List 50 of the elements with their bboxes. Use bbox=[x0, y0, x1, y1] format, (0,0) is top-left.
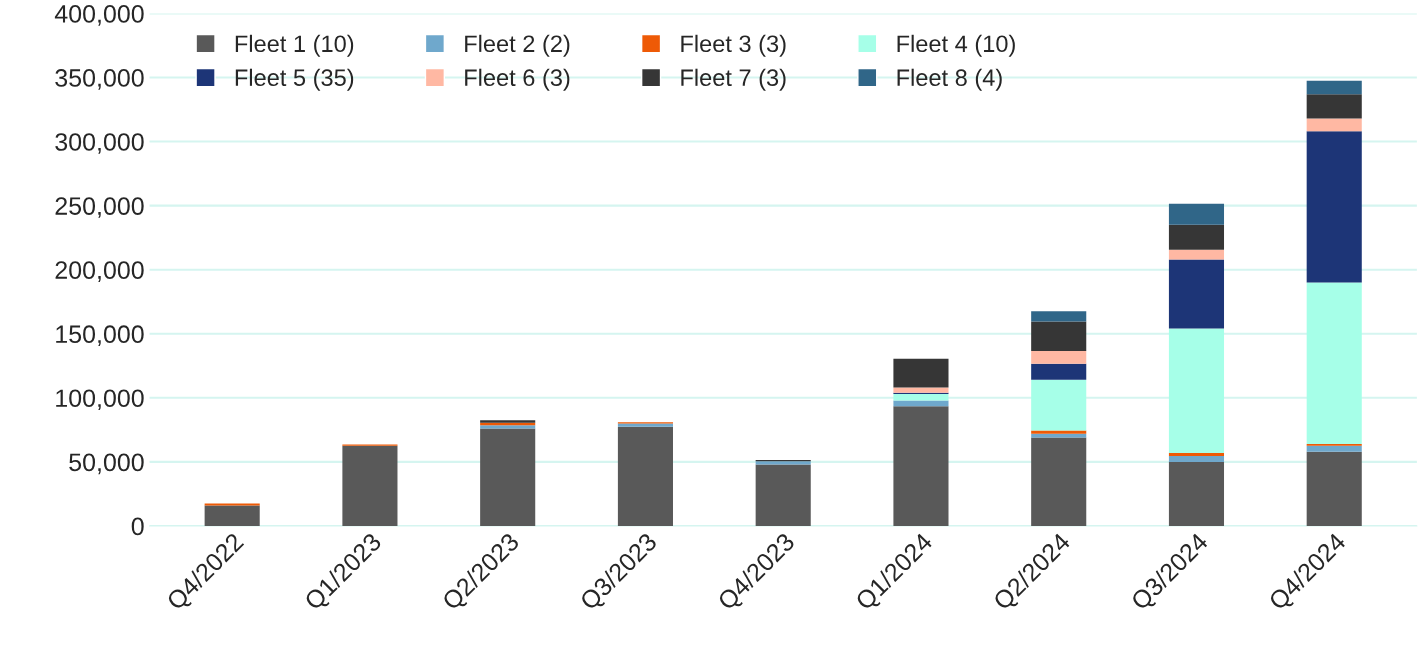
bar bbox=[1031, 430, 1087, 434]
bar bbox=[480, 428, 536, 526]
y-tick-label: 250,000 bbox=[55, 197, 144, 218]
legend-label: Fleet 5 (35) bbox=[235, 68, 354, 91]
bar bbox=[1306, 451, 1362, 526]
bar bbox=[893, 406, 949, 526]
legend-label: Fleet 4 (10) bbox=[897, 34, 1015, 57]
legend-label: Fleet 7 (3) bbox=[681, 68, 786, 91]
bar bbox=[893, 400, 949, 407]
bar bbox=[1031, 379, 1087, 431]
bar bbox=[1306, 118, 1362, 132]
bar bbox=[342, 445, 398, 526]
bar bbox=[204, 505, 260, 526]
bar bbox=[1306, 282, 1362, 444]
y-tick-label: 0 bbox=[131, 517, 144, 536]
bar bbox=[1168, 203, 1225, 225]
y-tick-label: 200,000 bbox=[55, 261, 144, 282]
y-tick-label: 400,000 bbox=[54, 5, 144, 26]
bar bbox=[755, 464, 811, 526]
legend-label: Fleet 2 (2) bbox=[465, 34, 570, 57]
bar bbox=[1306, 131, 1362, 283]
bar bbox=[1031, 351, 1087, 364]
y-tick-label: 150,000 bbox=[56, 325, 144, 346]
legend-label: Fleet 8 (4) bbox=[897, 68, 1002, 91]
bar bbox=[1306, 445, 1362, 452]
legend-label: Fleet 1 (10) bbox=[235, 34, 354, 57]
bar bbox=[1306, 80, 1362, 95]
bar bbox=[1306, 94, 1362, 119]
bar bbox=[1031, 363, 1087, 380]
y-tick-label: 350,000 bbox=[55, 69, 144, 90]
bar bbox=[1168, 456, 1225, 462]
bar bbox=[893, 358, 949, 388]
bar bbox=[617, 426, 673, 526]
bar bbox=[1168, 259, 1225, 329]
bar bbox=[1168, 328, 1225, 453]
bar bbox=[1031, 321, 1087, 352]
legend-label: Fleet 3 (3) bbox=[681, 34, 786, 57]
y-tick-label: 100,000 bbox=[56, 389, 144, 411]
legend-label: Fleet 6 (3) bbox=[465, 68, 570, 91]
bar bbox=[1168, 452, 1225, 457]
bar bbox=[1168, 224, 1225, 250]
bar bbox=[1168, 249, 1225, 260]
bar bbox=[893, 393, 949, 401]
y-tick-label: 50,000 bbox=[69, 453, 144, 475]
y-tick-label: 300,000 bbox=[55, 133, 144, 154]
bar bbox=[1168, 461, 1225, 526]
bar bbox=[1031, 437, 1087, 526]
bar bbox=[893, 387, 949, 393]
bar bbox=[1031, 433, 1087, 438]
bar bbox=[1031, 311, 1087, 322]
